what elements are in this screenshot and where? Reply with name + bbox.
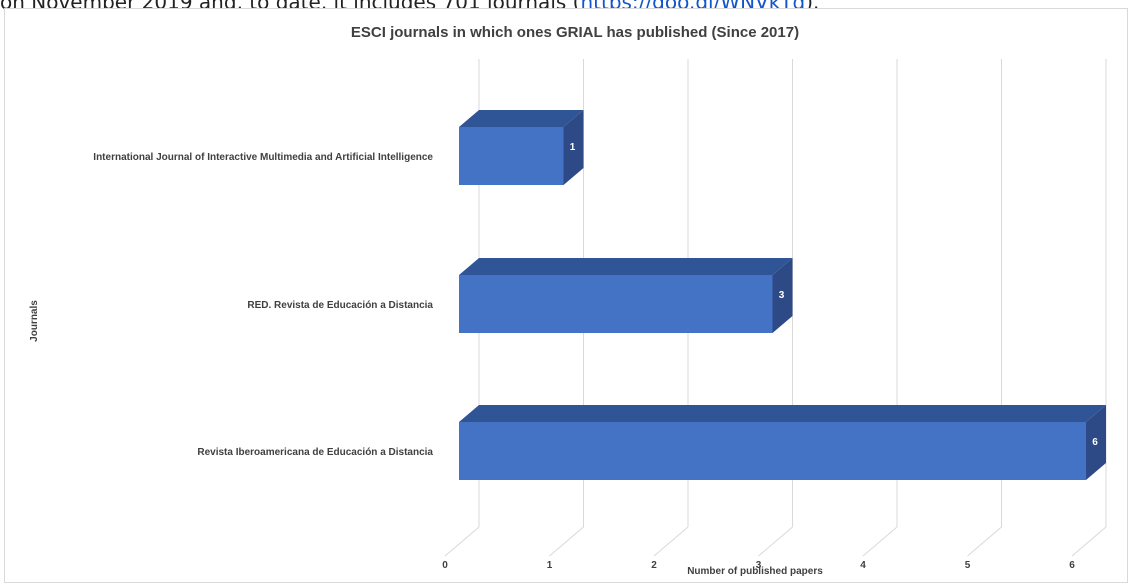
chart-title: ESCI journals in which ones GRIAL has pu… [351, 24, 799, 41]
bar [459, 422, 1086, 480]
x-tick-label: 1 [547, 560, 553, 571]
bars: 1 3 6 [459, 110, 1106, 480]
x-tick-label: 0 [442, 560, 448, 571]
bar-top-face [459, 405, 1106, 422]
x-tick-label: 5 [965, 560, 971, 571]
bar [459, 275, 773, 333]
bar-top-face [459, 110, 584, 127]
bar-side-face [563, 110, 584, 185]
gridline-floor [967, 526, 1002, 557]
x-tick-label: 6 [1069, 560, 1075, 571]
gridline-floor [549, 526, 584, 557]
data-label: 3 [779, 290, 785, 301]
bar-chart: ESCI journals in which ones GRIAL has pu… [29, 24, 1107, 577]
bar-side-face [772, 258, 793, 333]
y-axis-label: Journals [29, 300, 40, 342]
category-label: Revista Iberoamericana de Educación a Di… [197, 447, 433, 458]
x-axis-label: Number of published papers [687, 566, 823, 577]
bar-side-face [1086, 405, 1106, 480]
x-tick-label: 3 [756, 560, 762, 571]
gridline-floor [862, 526, 898, 557]
x-tick-labels: 0 1 2 3 4 5 6 [442, 560, 1075, 571]
bar-top-face [459, 258, 793, 275]
x-tick-label: 2 [651, 560, 657, 571]
gridline-floor [444, 526, 480, 557]
x-tick-label: 4 [860, 560, 866, 571]
data-label: 1 [570, 142, 576, 153]
category-label: RED. Revista de Educación a Distancia [247, 300, 433, 311]
bar [459, 127, 564, 185]
gridline-floor [1071, 526, 1107, 557]
chart-container: ESCI journals in which ones GRIAL has pu… [4, 8, 1128, 583]
gridline-floor [758, 526, 793, 557]
category-labels: International Journal of Interactive Mul… [93, 152, 433, 458]
category-label: International Journal of Interactive Mul… [93, 152, 433, 163]
data-label: 6 [1092, 437, 1098, 448]
gridline-floor [653, 526, 689, 557]
